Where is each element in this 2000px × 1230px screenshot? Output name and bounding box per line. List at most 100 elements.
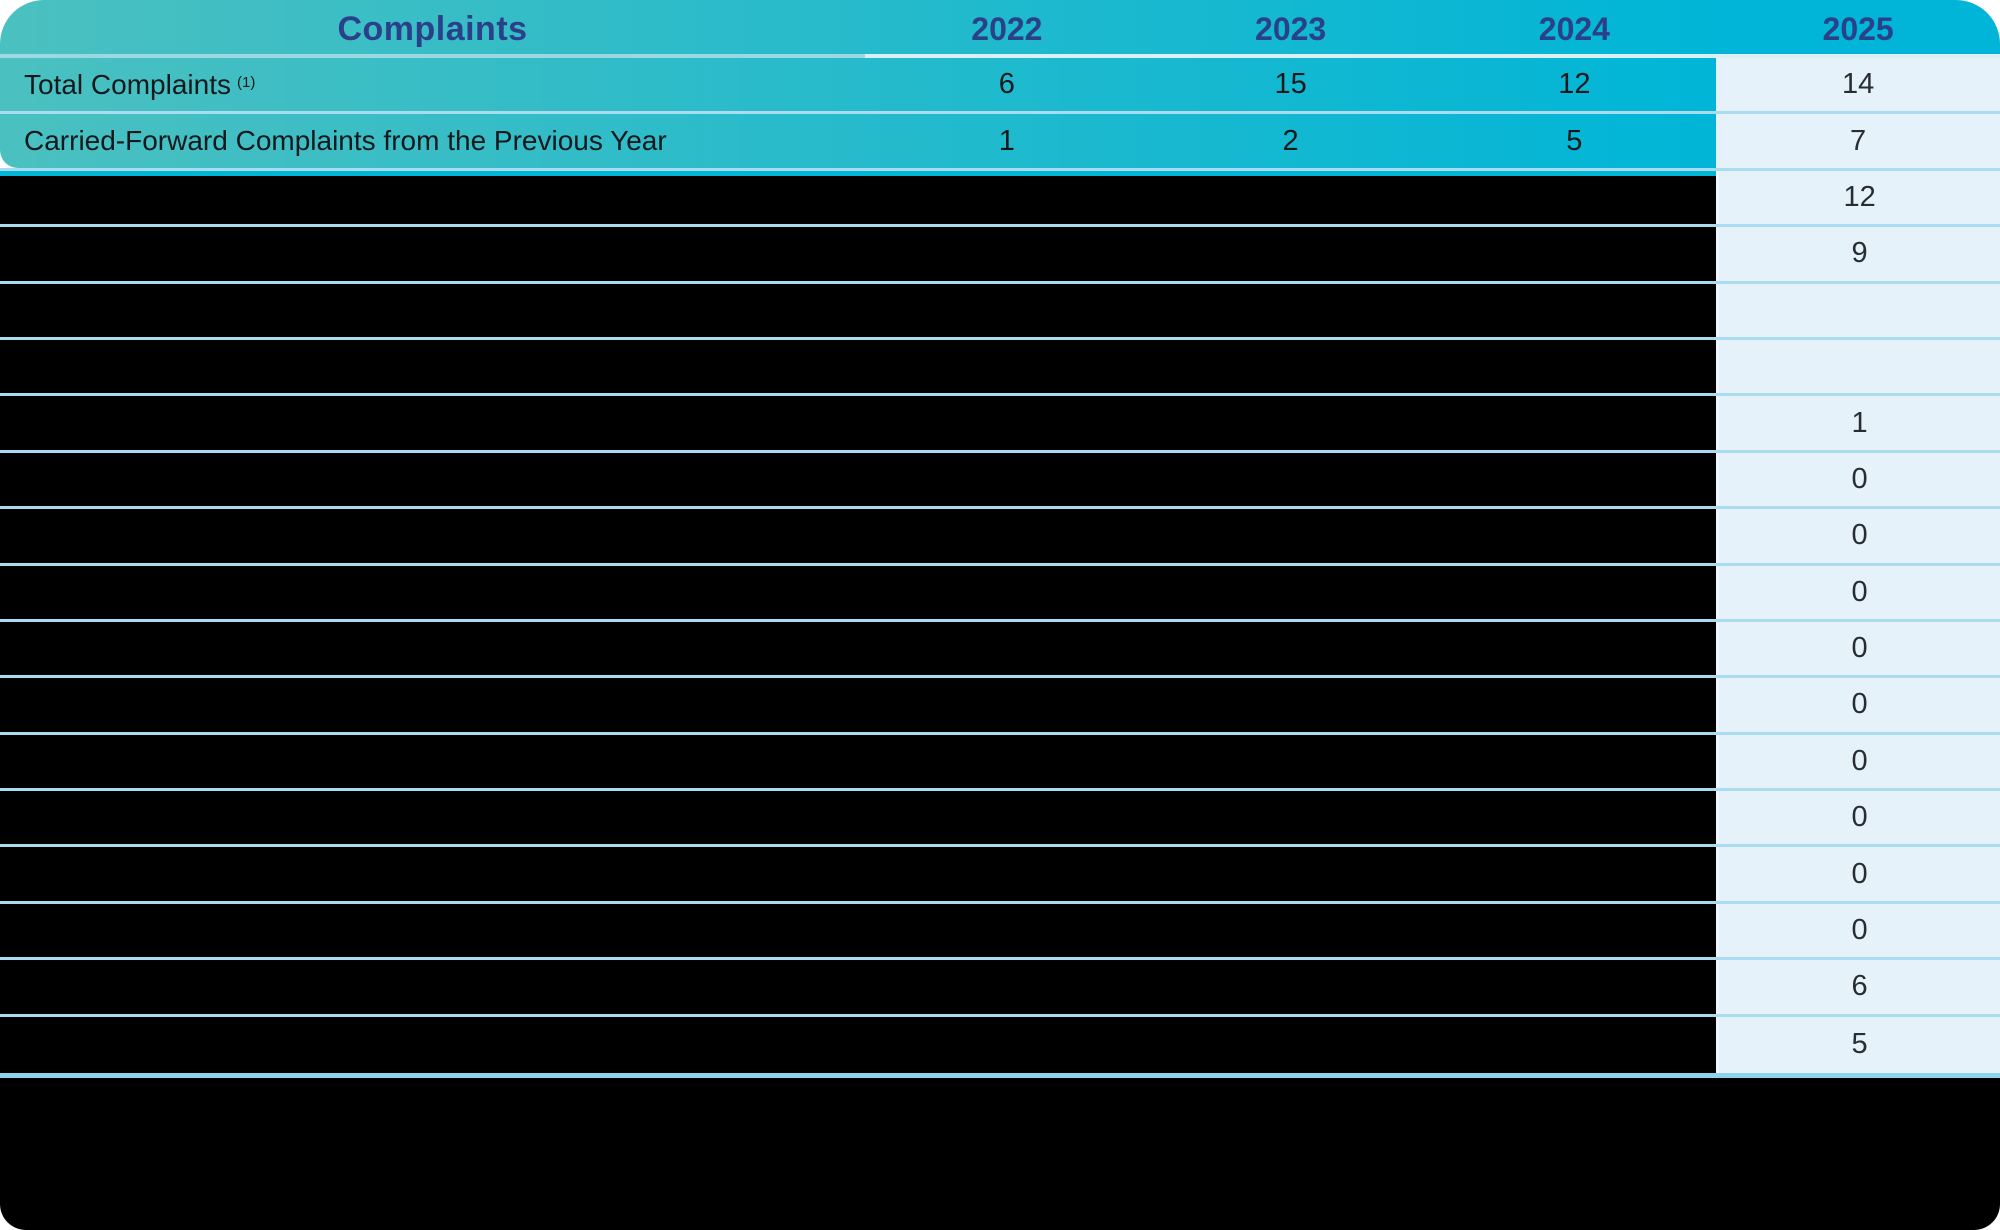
cell-2024	[1433, 791, 1717, 844]
row-main-cells	[0, 396, 1717, 450]
table-row: 0	[0, 791, 2000, 848]
row-label: Total Complaints	[24, 68, 231, 100]
cell-2023	[1149, 176, 1433, 224]
row-label-cell	[0, 791, 865, 844]
row-main-cells	[0, 734, 1717, 789]
cell-2022	[865, 847, 1149, 900]
cell-2022	[865, 960, 1149, 1013]
row-main-cells	[0, 170, 1717, 225]
cell-2023	[1149, 340, 1433, 393]
cell-2024	[1433, 1017, 1717, 1073]
cell-2023	[1149, 566, 1433, 619]
cell-2024	[1433, 566, 1717, 619]
row-main-cells	[0, 678, 1717, 732]
header-year-2024: 2024	[1538, 10, 1610, 47]
table-header: Complaints 2022 2023 2024 2025	[0, 0, 2000, 58]
table-row: 9	[0, 227, 2000, 284]
row-main-cells	[0, 960, 1717, 1014]
row-label-cell	[0, 1017, 865, 1073]
cell-2022	[865, 791, 1149, 844]
row-label-cell	[0, 176, 865, 224]
cell-2024	[1433, 453, 1717, 506]
cell-2022	[865, 904, 1149, 957]
cell-2023	[1149, 960, 1433, 1013]
cell-2024	[1433, 847, 1717, 900]
cell-2025: 5	[1716, 1016, 2000, 1074]
redacted-footnote-area	[0, 1078, 2000, 1230]
row-main-cells	[0, 621, 1717, 676]
row-main-cells	[0, 339, 1717, 394]
table-title: Complaints	[337, 9, 528, 48]
cell-2024	[1433, 227, 1717, 280]
cell-2024: 5	[1566, 124, 1583, 157]
table-row: 0	[0, 565, 2000, 622]
table-row: 0	[0, 621, 2000, 679]
row-label-cell	[0, 735, 865, 788]
cell-2024	[1433, 396, 1717, 449]
cell-2024	[1433, 678, 1717, 731]
cell-2022	[865, 622, 1149, 675]
row-label-cell: Carried-Forward Complaints from the Prev…	[0, 114, 865, 167]
row-main-cells: Total Complaints (1) 6 15 12	[0, 58, 1717, 112]
cell-2023	[1149, 1017, 1433, 1073]
cell-2022	[865, 453, 1149, 506]
row-main-cells	[0, 227, 1717, 281]
row-label-cell	[0, 340, 865, 393]
row-main-cells	[0, 903, 1717, 958]
cell-2024	[1433, 509, 1717, 562]
cell-2023	[1149, 847, 1433, 900]
cell-2025: 0	[1716, 734, 2000, 789]
row-label-cell: Total Complaints (1)	[0, 58, 865, 111]
cell-2025: 12	[1716, 170, 2000, 225]
cell-2022	[865, 735, 1149, 788]
row-main-cells	[0, 791, 1717, 845]
cell-2023	[1149, 791, 1433, 844]
cell-2025: 7	[1716, 114, 2000, 168]
cell-2023: 2	[1282, 124, 1299, 157]
cell-2025: 0	[1716, 509, 2000, 563]
cell-2022	[865, 284, 1149, 337]
cell-2025: 0	[1716, 565, 2000, 619]
table-row	[0, 339, 2000, 397]
row-label: Carried-Forward Complaints from the Prev…	[24, 125, 667, 157]
row-main-cells: Carried-Forward Complaints from the Prev…	[0, 114, 1717, 168]
table-row: 0	[0, 678, 2000, 735]
cell-2022	[865, 176, 1149, 224]
cell-2024	[1433, 176, 1717, 224]
cell-2025: 0	[1716, 903, 2000, 958]
header-year-2022: 2022	[971, 10, 1043, 47]
cell-2022	[865, 396, 1149, 449]
cell-2024	[1433, 904, 1717, 957]
cell-2023	[1149, 735, 1433, 788]
row-label-cell	[0, 227, 865, 280]
cell-2025	[1716, 339, 2000, 394]
table-row: 12	[0, 170, 2000, 228]
cell-2025: 9	[1716, 227, 2000, 281]
row-main-cells	[0, 509, 1717, 563]
cell-2025: 0	[1716, 621, 2000, 676]
cell-2022	[865, 340, 1149, 393]
row-label-cell	[0, 566, 865, 619]
cell-2022	[865, 566, 1149, 619]
table-bottom-border	[0, 1073, 2000, 1079]
cell-2023	[1149, 509, 1433, 562]
row-main-cells	[0, 847, 1717, 901]
table-row: Total Complaints (1) 6 15 12 14	[0, 58, 2000, 115]
cell-2022	[865, 227, 1149, 280]
footnote-marker: (1)	[236, 74, 256, 92]
cell-2024	[1433, 960, 1717, 1013]
cell-2023	[1149, 227, 1433, 280]
row-main-cells	[0, 283, 1717, 337]
table-row	[0, 283, 2000, 340]
cell-2024	[1433, 622, 1717, 675]
table-row: 0	[0, 903, 2000, 961]
row-label-cell	[0, 453, 865, 506]
row-label-cell	[0, 396, 865, 449]
cell-2023: 15	[1274, 68, 1307, 101]
cell-2022: 6	[998, 68, 1015, 101]
cell-2023	[1149, 284, 1433, 337]
cell-2024	[1433, 284, 1717, 337]
row-label-cell	[0, 847, 865, 900]
row-main-cells	[0, 565, 1717, 619]
